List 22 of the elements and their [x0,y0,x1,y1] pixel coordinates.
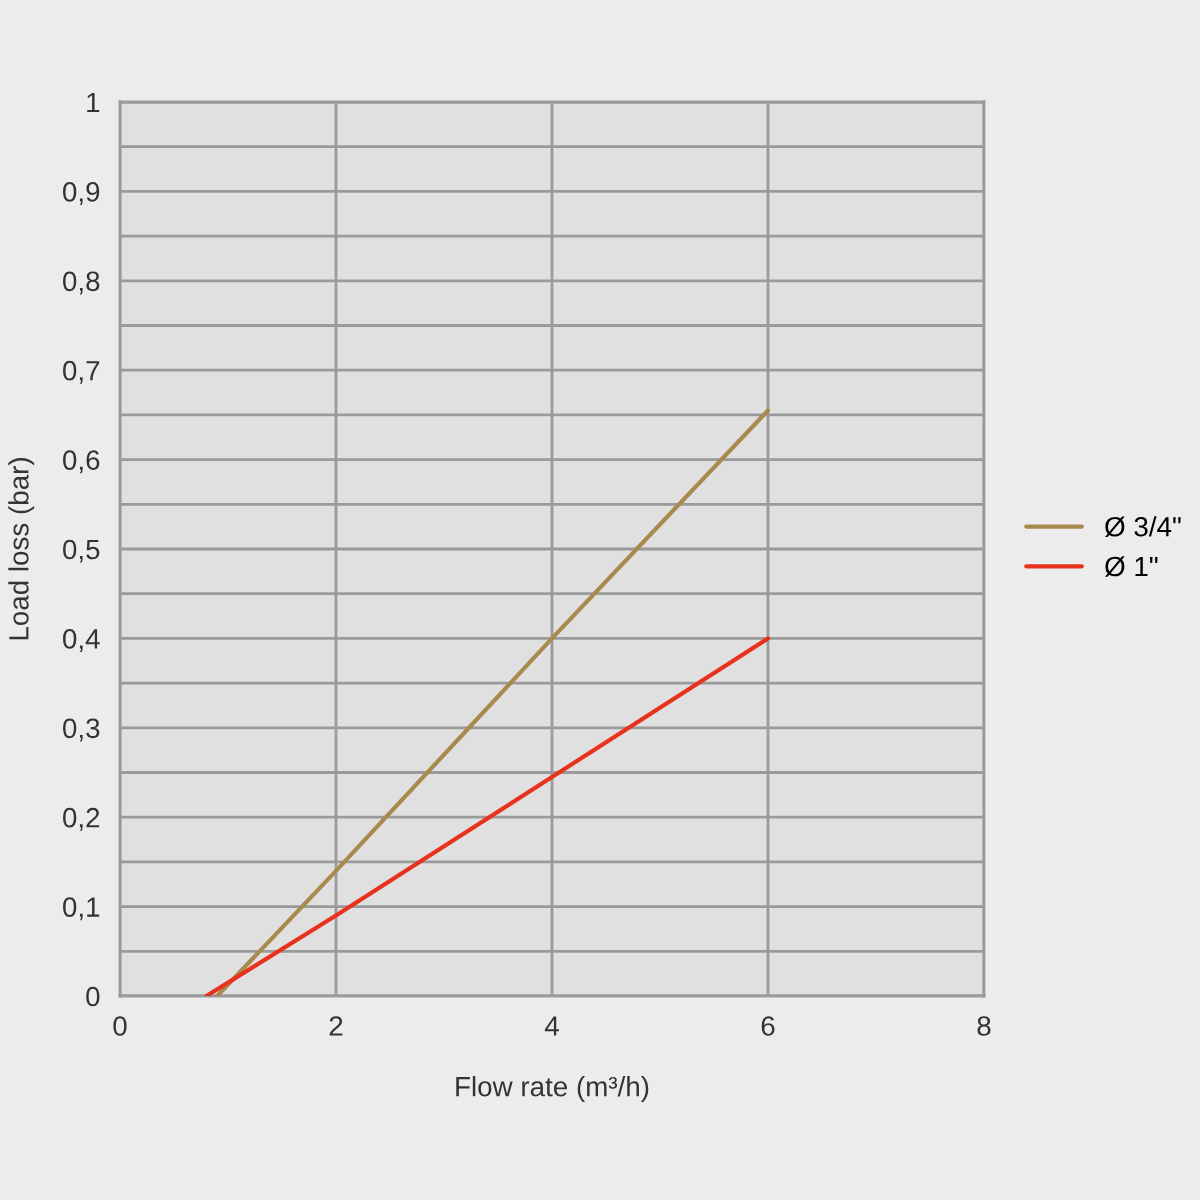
line-series [204,636,771,996]
y-tick-label: 0,5 [63,539,100,563]
y-tick-label: 0,3 [63,718,100,742]
y-tick-label: 0,8 [63,271,100,295]
x-tick-label: 6 [761,1016,775,1036]
y-tick-label: 0,2 [63,807,100,831]
x-axis-title: Flow rate (m³/h) [456,1076,649,1102]
line-series [215,408,771,996]
y-axis-title: Load loss (bar) [8,458,35,640]
y-tick-label: 0 [86,986,100,1007]
x-tick-label: 4 [544,1016,559,1036]
y-tick-label: 0,9 [63,182,100,206]
y-tick-label: 0,7 [63,360,100,384]
y-tick-label: 0,6 [63,450,100,474]
y-tick-label: 0,4 [63,629,100,653]
x-tick-label: 8 [977,1016,991,1036]
y-tick-label: 0,1 [63,897,100,921]
y-tick-label: 1 [87,92,100,113]
x-tick-label: 2 [329,1016,343,1036]
legend-label: Ø 1" [1105,556,1158,577]
x-tick-label: 0 [113,1016,127,1036]
legend-label: Ø 3/4" [1105,516,1181,538]
